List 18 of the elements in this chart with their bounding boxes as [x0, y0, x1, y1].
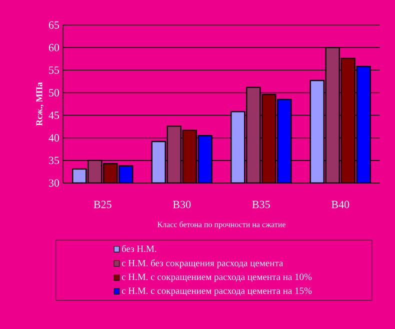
y-tick-label: 35: [49, 156, 60, 164]
x-tick-label: B30: [173, 200, 191, 208]
y-axis-title: Rсж., МПа: [36, 82, 44, 126]
x-tick-label: B25: [94, 200, 112, 208]
y-tick-label: 60: [48, 44, 60, 52]
y-tick-label: 45: [48, 112, 60, 119]
legend-label: с Н.М. с сокращением расхода цемента на 15%: [122, 287, 312, 296]
x-axis-title: Класс бетона по прочности на сжатие: [157, 221, 286, 229]
x-tick-label: B40: [332, 200, 350, 208]
y-tick-label: 55: [49, 66, 60, 74]
y-tick-label: 40: [48, 134, 60, 142]
y-tick-label: 50: [49, 89, 60, 96]
x-tick-label: B35: [252, 200, 270, 208]
legend-label: без Н.М.: [122, 245, 156, 252]
y-tick-label: 65: [48, 21, 60, 29]
legend-label: с Н.М. с сокращением расхода цемента на 10%: [122, 274, 312, 282]
y-tick-label: 30: [49, 179, 60, 187]
legend-label: с Н.М. без сокращения расхода цемента: [122, 259, 284, 268]
